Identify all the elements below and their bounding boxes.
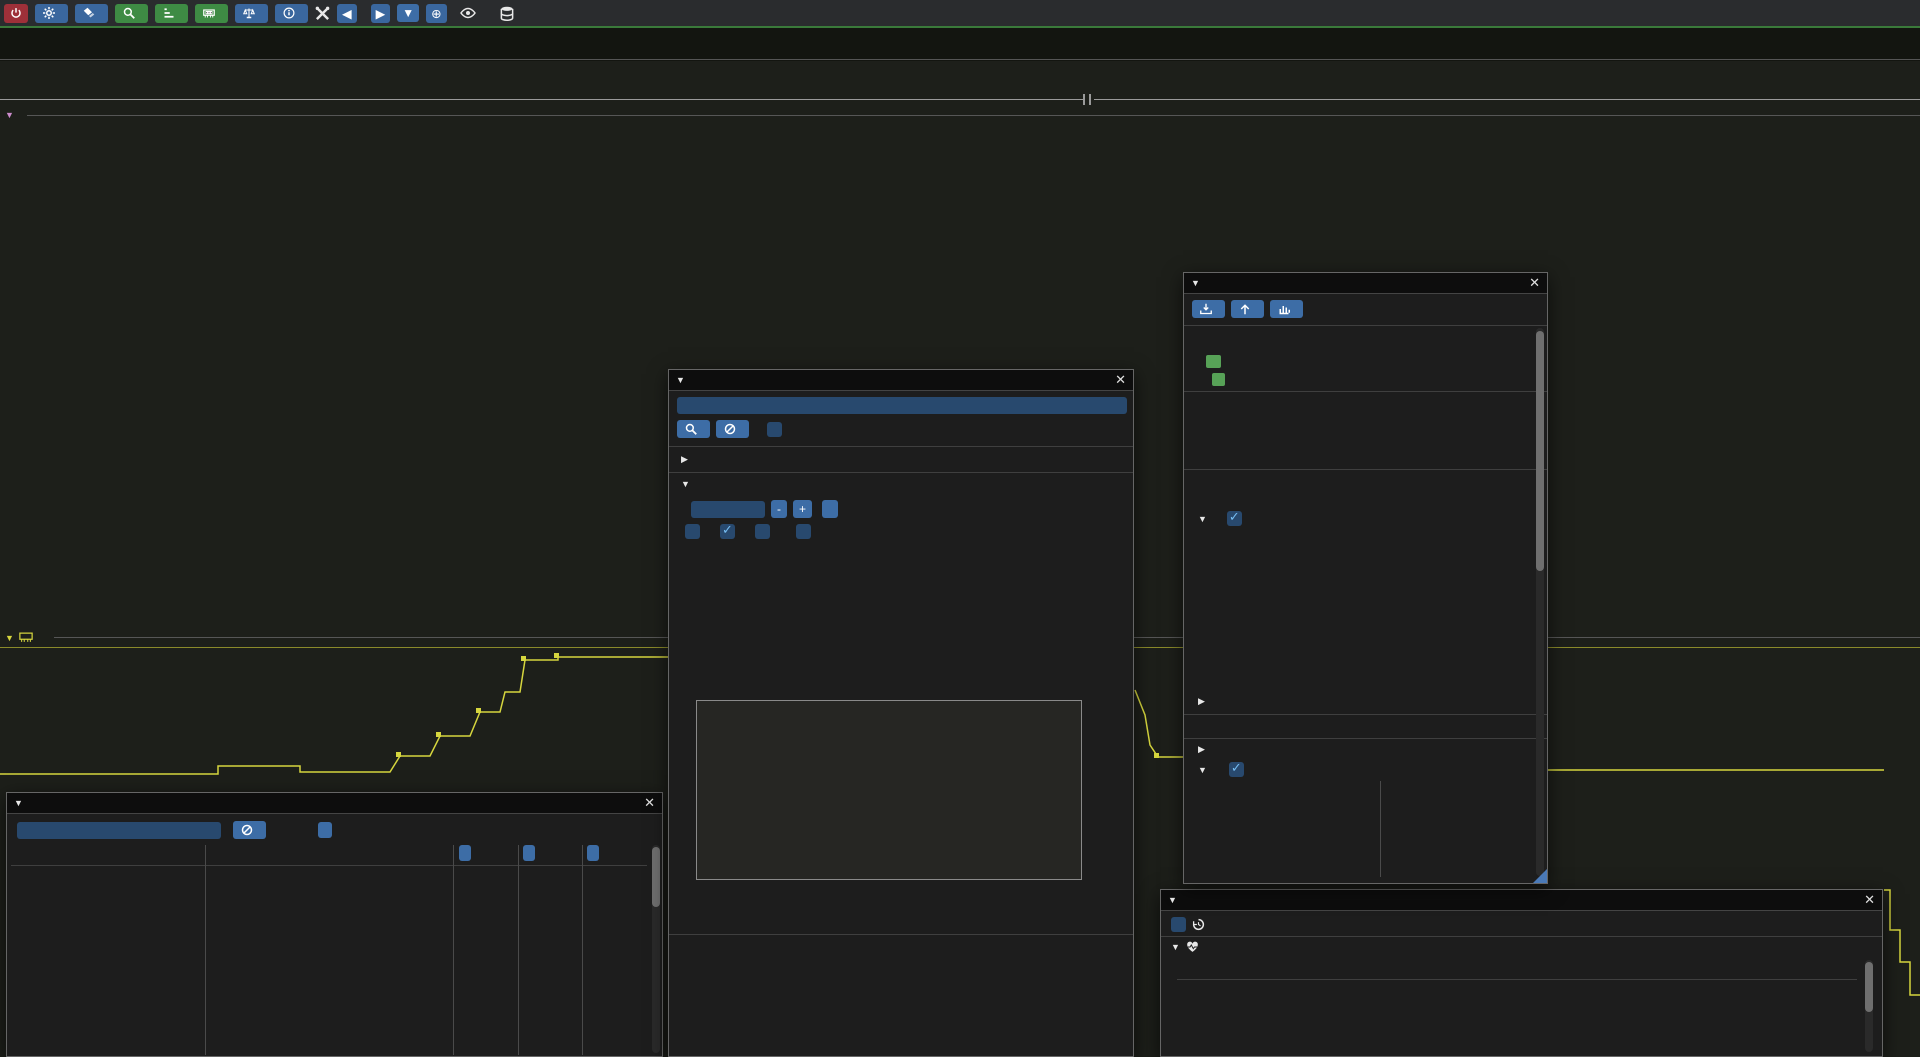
memory-icon [203, 9, 215, 18]
statistics-button[interactable] [1270, 300, 1303, 318]
memory-button[interactable] [195, 3, 228, 23]
timeline-area[interactable]: ▼ [0, 106, 1920, 630]
info-icon [283, 7, 295, 19]
log-values-checkbox[interactable] [685, 524, 700, 539]
find-zone-panel: ▼ ✕ ▶ ▼ - [668, 369, 1134, 1057]
column-header-counts[interactable] [523, 845, 535, 861]
statistics-panel-titlebar[interactable]: ▼ ✕ [7, 793, 662, 814]
memory-panel-titlebar[interactable]: ▼ ✕ [1161, 890, 1882, 911]
heartbeat-icon [1187, 941, 1198, 952]
ban-icon [241, 824, 253, 836]
min-bin-input[interactable] [691, 500, 765, 518]
power-button[interactable] [4, 3, 28, 23]
collapse-caret-icon[interactable]: ▼ [1198, 513, 1207, 524]
clear-button[interactable] [716, 420, 749, 438]
column-header-mtpc[interactable] [587, 845, 599, 861]
group-children-checkbox[interactable] [1228, 760, 1244, 777]
stats-icon [164, 8, 174, 18]
relative-time-checkbox[interactable] [1226, 509, 1242, 526]
search-icon [123, 7, 135, 19]
increment-button[interactable]: + [793, 500, 813, 518]
go-to-parent-button[interactable] [1231, 300, 1264, 318]
power-icon [11, 8, 21, 18]
database-icon [500, 6, 513, 21]
expand-caret-icon[interactable]: ▶ [1198, 744, 1205, 754]
cpu-data-section-header[interactable]: ▼ [0, 110, 1920, 120]
cpu-usage-graph [0, 148, 1920, 172]
statistics-button[interactable] [155, 3, 188, 23]
history-icon [1192, 918, 1205, 931]
close-icon[interactable]: ✕ [1115, 372, 1126, 387]
collapse-caret-icon[interactable]: ▼ [1168, 895, 1177, 905]
collapse-caret-icon[interactable]: ▼ [5, 110, 14, 120]
collapse-caret-icon[interactable]: ▼ [1198, 764, 1207, 775]
scale-icon [243, 8, 255, 19]
source-color-swatch[interactable] [1206, 355, 1221, 368]
options-button[interactable] [35, 3, 68, 23]
find-zone-button[interactable] [115, 3, 148, 23]
zone-info-titlebar[interactable]: ▼ ✕ [1184, 273, 1547, 294]
memory-panel: ▼ ✕ ▼ [1160, 889, 1883, 1057]
next-frame-button[interactable]: ▶ [370, 3, 391, 23]
zoom-to-zone-button[interactable] [1192, 300, 1225, 318]
close-icon[interactable]: ✕ [644, 795, 655, 810]
clear-filter-button[interactable] [233, 821, 266, 839]
filter-zones-input[interactable] [17, 821, 221, 839]
zone-info-scrollbar[interactable] [1536, 328, 1544, 876]
crosshair-button[interactable]: ⊕ [426, 3, 447, 23]
collapse-caret-icon[interactable]: ▼ [5, 632, 14, 643]
arrow-up-icon [1240, 304, 1250, 315]
find-zone-query-input[interactable] [677, 397, 1127, 414]
bar-chart-icon [1279, 306, 1290, 315]
memory-icon [19, 632, 33, 642]
ignore-case-checkbox[interactable] [767, 421, 782, 437]
zoom-out-button[interactable]: ▼ [397, 4, 420, 22]
column-header-total-time[interactable] [459, 845, 471, 861]
search-icon [685, 423, 697, 435]
collapse-caret-icon[interactable]: ▼ [1191, 278, 1200, 288]
collapse-caret-icon[interactable]: ▼ [1171, 942, 1180, 952]
frame-markers-row[interactable] [0, 92, 1920, 106]
find-zone-histogram[interactable] [696, 700, 1082, 880]
tags-icon [83, 7, 95, 18]
eye-icon [459, 7, 476, 19]
expand-caret-icon[interactable]: ▶ [681, 454, 688, 464]
collapse-caret-icon[interactable]: ▼ [14, 798, 23, 808]
statistics-panel: ▼ ✕ [6, 792, 663, 1057]
zone-info-panel: ▼ ✕ [1183, 272, 1548, 884]
restrict-time-checkbox[interactable] [1171, 917, 1186, 932]
close-icon[interactable]: ✕ [1864, 892, 1875, 907]
collapse-caret-icon[interactable]: ▼ [681, 479, 690, 489]
time-ruler[interactable] [0, 59, 1920, 76]
collapse-caret-icon[interactable]: ▼ [676, 375, 685, 385]
expand-caret-icon[interactable]: ▶ [1198, 696, 1205, 706]
tools-icon[interactable] [315, 6, 330, 21]
time-ruler-labels [0, 75, 1920, 91]
reset-button[interactable] [822, 500, 839, 518]
close-icon[interactable]: ✕ [1529, 275, 1540, 290]
memory-usage-header[interactable]: ▼ [0, 632, 1920, 643]
compare-button[interactable] [235, 3, 268, 23]
find-zone-titlebar[interactable]: ▼ ✕ [669, 370, 1133, 391]
messages-button[interactable] [75, 3, 108, 23]
find-button[interactable] [677, 420, 710, 438]
cumulate-time-checkbox[interactable] [755, 524, 770, 539]
gear-icon [43, 7, 55, 19]
resize-grip[interactable] [1533, 869, 1547, 883]
log-time-checkbox[interactable] [720, 522, 735, 539]
info-button[interactable] [275, 3, 308, 23]
decrement-button[interactable]: - [771, 500, 787, 518]
main-toolbar: ◀ ▶ ▼ ⊕ [0, 0, 1920, 26]
thread-color-swatch[interactable] [1212, 373, 1225, 386]
self-time-checkbox[interactable] [796, 524, 811, 539]
zoom-to-zone-icon [1200, 303, 1212, 315]
clipped-button[interactable] [318, 822, 332, 838]
ban-icon [724, 423, 736, 435]
frame-overview-strip[interactable] [0, 26, 1920, 61]
histogram-axis [696, 880, 1080, 890]
prev-frame-button[interactable]: ◀ [337, 3, 357, 23]
